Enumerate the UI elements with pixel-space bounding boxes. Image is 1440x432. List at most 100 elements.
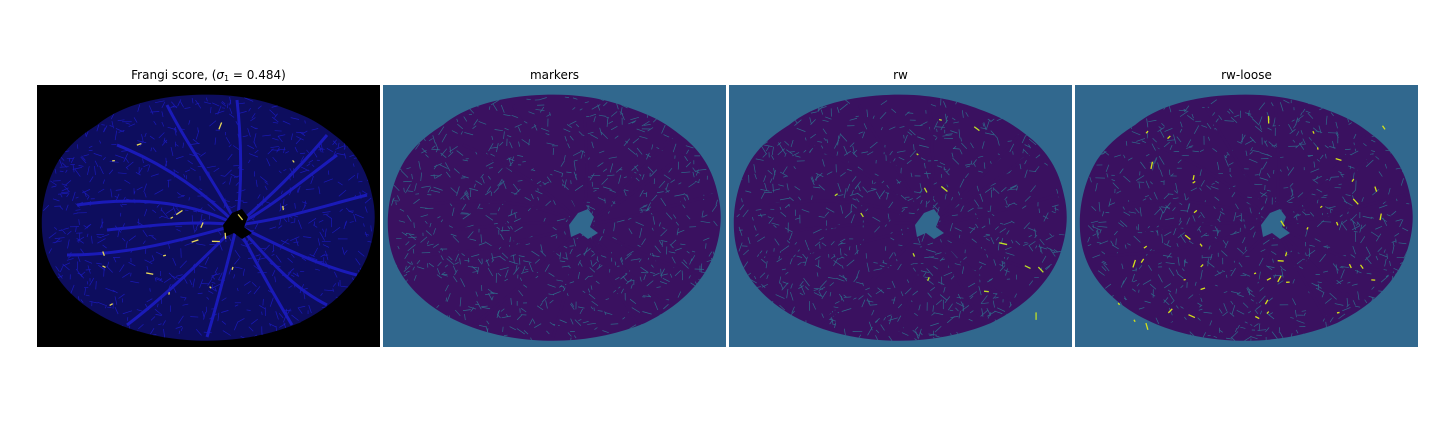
texture-stroke [993,188,1000,194]
texture-stroke [813,288,819,291]
texture-stroke [969,310,974,314]
texture-stroke [454,269,458,276]
texture-stroke [584,101,589,104]
highlight-mark [1192,175,1195,181]
texture-stroke [50,180,57,186]
texture-stroke [491,259,495,263]
texture-stroke [610,126,618,131]
texture-stroke [872,115,875,119]
texture-stroke [1177,256,1180,266]
highlight-mark [1024,265,1031,270]
texture-stroke [545,300,548,309]
texture-stroke [283,169,287,171]
texture-stroke [344,250,348,254]
texture-stroke [301,257,307,261]
texture-stroke [170,147,174,156]
texture-stroke [115,154,125,159]
texture-stroke [830,241,835,246]
texture-stroke [1138,307,1145,310]
texture-stroke [1136,283,1140,287]
texture-stroke [1308,137,1312,141]
texture-stroke [436,274,443,279]
texture-stroke [647,127,654,132]
texture-stroke [253,141,257,148]
texture-stroke [620,257,624,262]
texture-stroke [1224,240,1229,249]
texture-stroke [399,208,405,212]
texture-stroke [1329,292,1337,300]
texture-stroke [840,238,846,243]
texture-stroke [1192,215,1196,222]
texture-stroke [61,187,69,192]
texture-stroke [1310,168,1320,173]
texture-stroke [999,222,1004,225]
texture-stroke [509,326,516,331]
texture-stroke [843,253,848,256]
texture-stroke [517,154,524,157]
texture-stroke [452,276,458,283]
texture-stroke [1096,230,1099,239]
texture-stroke [951,152,954,158]
texture-stroke [1102,151,1106,155]
texture-stroke [1268,141,1276,148]
texture-stroke [1009,304,1012,308]
texture-stroke [594,327,598,330]
texture-stroke [926,268,934,276]
texture-stroke [212,102,220,107]
texture-stroke [546,114,551,117]
texture-stroke [589,275,593,278]
texture-stroke [913,191,922,194]
texture-stroke [440,152,447,158]
texture-stroke [1305,110,1311,114]
texture-stroke [171,101,178,109]
texture-stroke [235,182,240,186]
texture-stroke [564,179,567,188]
texture-stroke [1132,269,1138,272]
texture-stroke [1162,254,1173,258]
texture-stroke [550,234,557,237]
texture-stroke [175,326,183,329]
texture-stroke [628,120,637,125]
texture-stroke [522,161,526,163]
texture-stroke [1022,205,1027,209]
texture-stroke [781,268,786,271]
texture-stroke [1024,169,1028,178]
texture-stroke [937,165,943,168]
texture-stroke [294,203,296,209]
texture-stroke [753,164,756,173]
texture-stroke [497,207,501,212]
texture-stroke [416,260,421,265]
texture-stroke [831,323,837,326]
texture-stroke [150,316,156,321]
texture-stroke [997,242,1000,251]
texture-stroke [1335,264,1338,274]
texture-stroke [1003,221,1012,226]
texture-stroke [60,194,63,198]
texture-stroke [645,153,651,158]
texture-stroke [1210,99,1217,105]
texture-stroke [898,244,903,246]
texture-stroke [1132,288,1136,292]
texture-stroke [520,277,522,281]
texture-stroke [1120,280,1125,288]
texture-stroke [152,147,157,153]
texture-stroke [855,270,860,279]
texture-stroke [264,181,269,185]
texture-stroke [1097,225,1108,228]
texture-stroke [1321,221,1332,223]
texture-stroke [1302,108,1306,113]
texture-stroke [441,247,444,252]
vessel-path [236,153,338,227]
texture-stroke [1379,253,1388,258]
texture-stroke [307,256,318,261]
texture-stroke [485,326,489,333]
texture-stroke [934,137,938,141]
texture-stroke [880,126,883,131]
texture-stroke [211,275,216,280]
texture-stroke [1268,312,1273,316]
texture-stroke [1378,171,1383,177]
texture-stroke [604,311,607,315]
texture-stroke [248,159,251,164]
texture-stroke [114,296,118,305]
texture-stroke [654,301,659,311]
